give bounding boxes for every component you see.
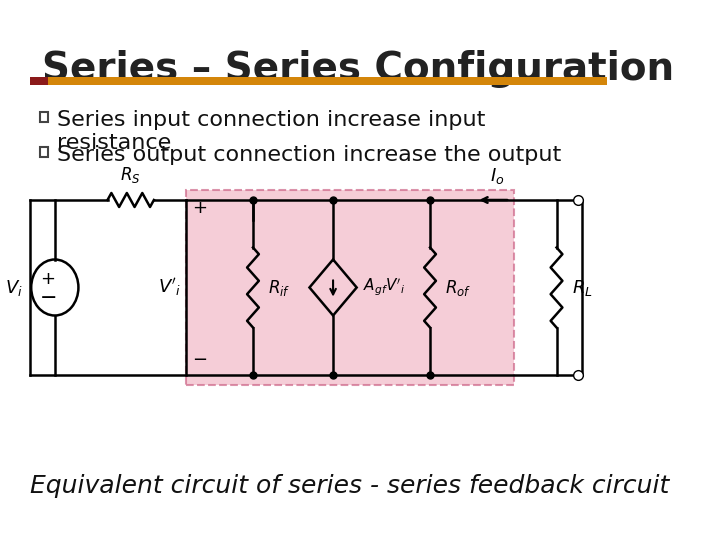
- Text: Equivalent circuit of series - series feedback circuit: Equivalent circuit of series - series fe…: [30, 474, 669, 498]
- Text: +: +: [192, 199, 207, 217]
- Text: $V_i$: $V_i$: [5, 278, 23, 298]
- Bar: [186, 190, 514, 385]
- Text: $R_{if}$: $R_{if}$: [268, 278, 290, 298]
- Text: $A_{gf}V'_i$: $A_{gf}V'_i$: [363, 277, 405, 298]
- Text: −: −: [40, 287, 57, 307]
- Bar: [48, 77, 607, 85]
- Text: $V'_i$: $V'_i$: [158, 276, 181, 299]
- Text: $R_{of}$: $R_{of}$: [445, 278, 472, 298]
- Bar: [30, 77, 48, 85]
- Text: Series – Series Configuration: Series – Series Configuration: [42, 50, 675, 88]
- Text: $R_S$: $R_S$: [120, 165, 141, 185]
- Text: $R_L$: $R_L$: [572, 278, 593, 298]
- Bar: [40, 112, 48, 122]
- Text: +: +: [40, 271, 55, 288]
- Text: $I_o$: $I_o$: [490, 166, 505, 186]
- Text: Series input connection increase input
resistance: Series input connection increase input r…: [58, 110, 486, 153]
- Bar: [40, 147, 48, 157]
- Text: Series output connection increase the output: Series output connection increase the ou…: [58, 145, 562, 165]
- Text: −: −: [192, 351, 207, 369]
